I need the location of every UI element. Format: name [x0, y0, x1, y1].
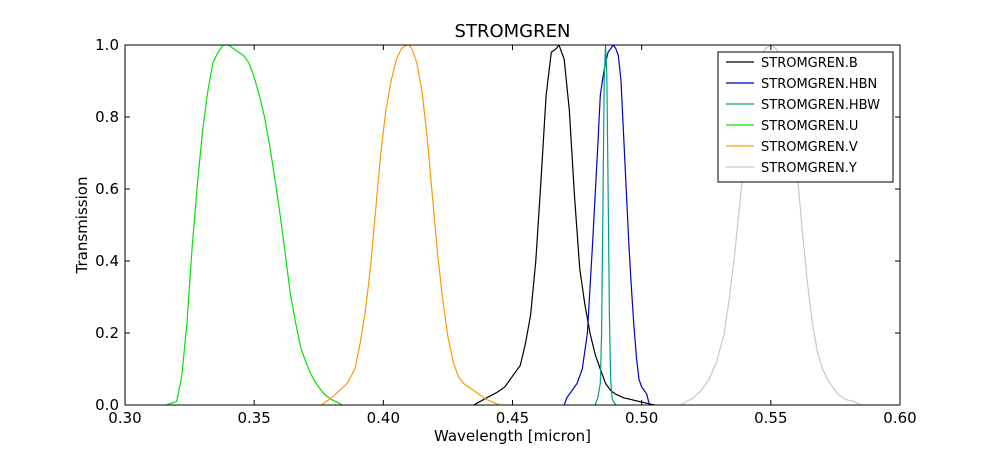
- y-tick-label: 0.2: [95, 324, 119, 342]
- ticks-layer: 0.30 0.35 0.40 0.45 0.50 0.55 0.60 0.0 0.2 0.4 0.6…: [95, 36, 917, 427]
- chart-title: STROMGREN: [455, 21, 571, 42]
- series-layer: [166, 45, 862, 405]
- x-tick-label: 0.45: [496, 409, 529, 427]
- legend-label: STROMGREN.HBW: [761, 98, 880, 113]
- series-line-stromgren-v: [320, 45, 500, 405]
- y-tick-label: 0.8: [95, 108, 119, 126]
- y-tick-label: 1.0: [95, 36, 119, 54]
- legend-label: STROMGREN.HBN: [761, 77, 877, 92]
- legend-label: STROMGREN.B: [761, 56, 858, 71]
- legend-label: STROMGREN.Y: [761, 161, 857, 176]
- x-tick-label: 0.30: [108, 409, 141, 427]
- x-axis-title: Wavelength [micron]: [434, 427, 591, 445]
- x-tick-label: 0.35: [237, 409, 270, 427]
- series-line-stromgren-hbn: [563, 45, 650, 405]
- series-line-stromgren-b: [473, 45, 655, 405]
- legend-box: [717, 51, 894, 183]
- series-line-stromgren-y: [680, 45, 862, 405]
- x-tick-label: 0.50: [625, 409, 658, 427]
- x-tick-label: 0.55: [754, 409, 787, 427]
- x-tick-label: 0.40: [367, 409, 400, 427]
- y-axis-title: Transmission: [73, 177, 91, 275]
- y-tick-label: 0.4: [95, 252, 119, 270]
- x-tick-label: 0.60: [883, 409, 916, 427]
- y-tick-label: 0.0: [95, 396, 119, 414]
- series-line-stromgren-u: [166, 45, 343, 405]
- legend-label: STROMGREN.V: [761, 140, 858, 155]
- series-line-stromgren-hbw: [594, 45, 617, 405]
- legend: STROMGREN.B STROMGREN.HBN STROMGREN.HBW STR…: [717, 51, 894, 183]
- y-tick-label: 0.6: [95, 180, 119, 198]
- legend-label: STROMGREN.U: [761, 119, 858, 134]
